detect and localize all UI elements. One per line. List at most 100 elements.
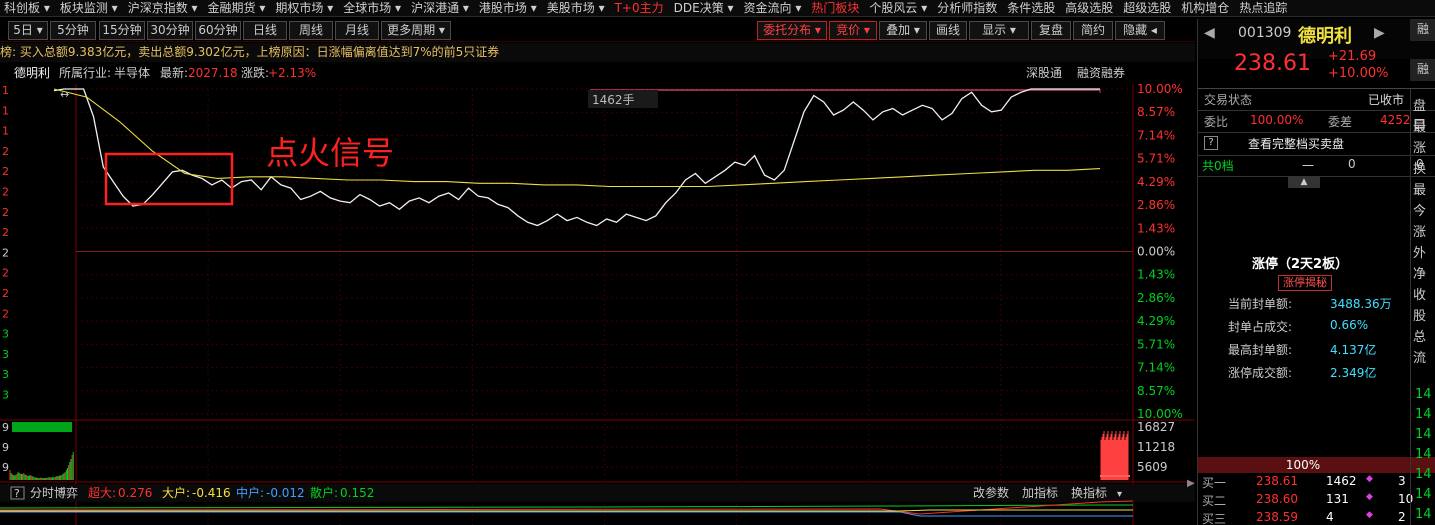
indicator-link[interactable]: 加指标 — [1022, 485, 1058, 500]
period-button[interactable]: 5分钟 — [50, 21, 96, 40]
help-icon[interactable]: ? — [1204, 136, 1218, 150]
indicator-line-mid — [0, 511, 1133, 517]
indicator-link[interactable]: 换指标 — [1071, 485, 1107, 500]
tool-button[interactable]: 隐藏 ◂ — [1115, 21, 1165, 40]
side-field-number: 14 — [1415, 467, 1432, 482]
limit-up-badge[interactable]: 涨停揭秘 — [1278, 275, 1332, 291]
bid-volume: 4 — [1326, 510, 1334, 524]
period-button[interactable]: 月线 — [335, 21, 379, 40]
top-menu-item[interactable]: 科创板 ▾ — [4, 1, 50, 15]
indicator-link[interactable]: 改参数 — [973, 485, 1009, 500]
side-field-label: 涨 — [1413, 141, 1427, 156]
side-field-label: 收 — [1413, 288, 1427, 303]
status-label: 交易状态 — [1204, 93, 1253, 107]
top-menu-item[interactable]: 板块监测 ▾ — [59, 1, 118, 15]
limit-stat-value: 3488.36万 — [1330, 297, 1392, 311]
stock-title: 德明利 — [1298, 26, 1352, 47]
average-price-line — [53, 88, 1101, 188]
left-edge-label: 3 — [2, 389, 9, 402]
top-menu-item[interactable]: 资金流向 ▾ — [743, 1, 802, 15]
tool-button[interactable]: 复盘 — [1031, 21, 1071, 40]
indicator-help-icon[interactable]: ? — [14, 487, 20, 500]
top-menu-item[interactable]: 沪深京指数 ▾ — [127, 1, 198, 15]
top-menu-item[interactable]: 超级选股 — [1123, 1, 1172, 15]
period-button[interactable]: 日线 — [243, 21, 287, 40]
side-button-2[interactable]: 融 — [1410, 59, 1435, 81]
side-button-1[interactable]: 融 — [1410, 19, 1435, 41]
indicator-help-box[interactable] — [10, 486, 25, 500]
view-full-orderbook[interactable]: 查看完整档买卖盘 — [1248, 137, 1345, 151]
intraday-chart-svg[interactable]: 10.00% 8.57% 7.14% 5.71% 4.29% 2.86% 1.43% 0.00… — [0, 82, 1195, 525]
period-button[interactable]: 30分钟 — [147, 21, 193, 40]
prev-stock-icon[interactable]: ◀ — [1204, 25, 1215, 41]
collapse-icon[interactable]: ▲ — [1288, 176, 1320, 188]
side-field-label: 总 — [1413, 330, 1427, 345]
pct-tick-label: 2.86% — [1137, 291, 1175, 305]
indicator-item-label: 大户: — [162, 485, 190, 500]
period-button[interactable]: 60分钟 — [195, 21, 241, 40]
change-label: 涨跌: — [241, 66, 270, 80]
top-menu-item[interactable]: 金融期货 ▾ — [207, 1, 266, 15]
full-orderbook-row[interactable]: ? 查看完整档买卖盘 — [1198, 132, 1435, 154]
side-field-column: 盘口最涨换最今涨外净收股总流 14 14 14 14 14 14 14 — [1410, 89, 1435, 525]
period-button[interactable]: 5日 ▾ — [8, 21, 48, 40]
pct-tick-label: 5.71% — [1137, 152, 1175, 166]
period-button[interactable]: 15分钟 — [99, 21, 145, 40]
top-menu-item[interactable]: 机构增仓 — [1181, 1, 1230, 15]
top-menu-item[interactable]: DDE决策 ▾ — [673, 1, 734, 15]
current-price: 238.61 — [1234, 51, 1311, 76]
tool-button[interactable]: 叠加 ▾ — [879, 21, 927, 40]
volume-tick-label: 5609 — [1137, 460, 1168, 474]
industry-value[interactable]: 半导体 — [114, 66, 151, 80]
side-field-label: 股 — [1413, 309, 1427, 324]
intraday-chart[interactable]: 10.00% 8.57% 7.14% 5.71% 4.29% 2.86% 1.43% 0.00… — [0, 82, 1195, 525]
panel-collapse-icon[interactable]: ▶ — [1187, 478, 1195, 489]
tool-button[interactable]: 画线 — [929, 21, 967, 40]
collapse-row[interactable]: ▲ — [1198, 176, 1435, 188]
next-stock-icon[interactable]: ▶ — [1374, 25, 1385, 41]
top-menu-item[interactable]: 条件选股 — [1007, 1, 1056, 15]
side-field-number: 14 — [1415, 387, 1432, 402]
tool-button[interactable]: 委托分布 ▾ — [757, 21, 827, 40]
link-margin-trading[interactable]: 融资融券 — [1077, 66, 1126, 80]
dragon-tiger-info: 榜: 买入总额9.383亿元，卖出总额9.302亿元，上榜原因：日涨幅偏离值达到… — [0, 43, 1195, 62]
top-menu-item[interactable]: 热点追踪 — [1239, 1, 1288, 15]
link-shengutong[interactable]: 深股通 — [1026, 66, 1063, 80]
limit-up-title-row: 涨停（2天2板） — [1198, 251, 1435, 273]
left-edge-label: 1 — [2, 104, 9, 117]
period-button[interactable]: 周线 — [289, 21, 333, 40]
drag-handle-icon[interactable]: ↔ — [60, 88, 69, 101]
left-edge-label: 2 — [2, 307, 9, 320]
left-edge-label: 2 — [2, 145, 9, 158]
left-edge-label: 3 — [2, 348, 9, 361]
side-field-number: 14 — [1415, 507, 1432, 522]
stock-header-line: 德明利 所属行业: 半导体 最新: 2027.18 涨跌: +2.13% 深股通… — [0, 64, 1195, 83]
bid-price: 238.60 — [1256, 492, 1298, 506]
price-change-pct: +10.00% — [1328, 66, 1389, 81]
top-menu-item[interactable]: 期权市场 ▾ — [275, 1, 334, 15]
top-menu-item[interactable]: 个股风云 ▾ — [869, 1, 928, 15]
bid-volume: 131 — [1326, 492, 1349, 506]
tool-button[interactable]: 简约 — [1073, 21, 1113, 40]
trading-status-row: 交易状态 已收市 — [1198, 89, 1435, 109]
left-edge-label: 1 — [2, 84, 9, 97]
tool-button[interactable]: 竞价 ▾ — [829, 21, 877, 40]
indicator-title: 分时博弈 — [30, 485, 78, 500]
indicator-line-small — [0, 504, 1133, 509]
pct-tick-label: 4.29% — [1137, 175, 1175, 189]
pct-tick-label: 8.57% — [1137, 105, 1175, 119]
period-button[interactable]: 更多周期 ▾ — [381, 21, 451, 40]
tool-button[interactable]: 显示 ▾ — [969, 21, 1029, 40]
bid-orders: 10 — [1398, 492, 1414, 506]
left-edge-label: 3 — [2, 368, 9, 381]
top-menu-item[interactable]: 分析师指数 — [937, 1, 998, 15]
top-menu-item[interactable]: 沪深港通 ▾ — [411, 1, 469, 15]
top-menu-item[interactable]: 全球市场 ▾ — [343, 1, 402, 15]
indicator-dropdown-icon[interactable]: ▾ — [1117, 489, 1122, 500]
indicator-item-label: 中户: — [236, 485, 264, 500]
top-menu-item[interactable]: 高级选股 — [1065, 1, 1114, 15]
top-menu-item[interactable]: 港股市场 ▾ — [478, 1, 537, 15]
top-menu-item[interactable]: T+0主力 — [614, 1, 664, 15]
top-menu-item[interactable]: 美股市场 ▾ — [546, 1, 605, 15]
top-menu-item[interactable]: 热门板块 — [811, 1, 860, 15]
